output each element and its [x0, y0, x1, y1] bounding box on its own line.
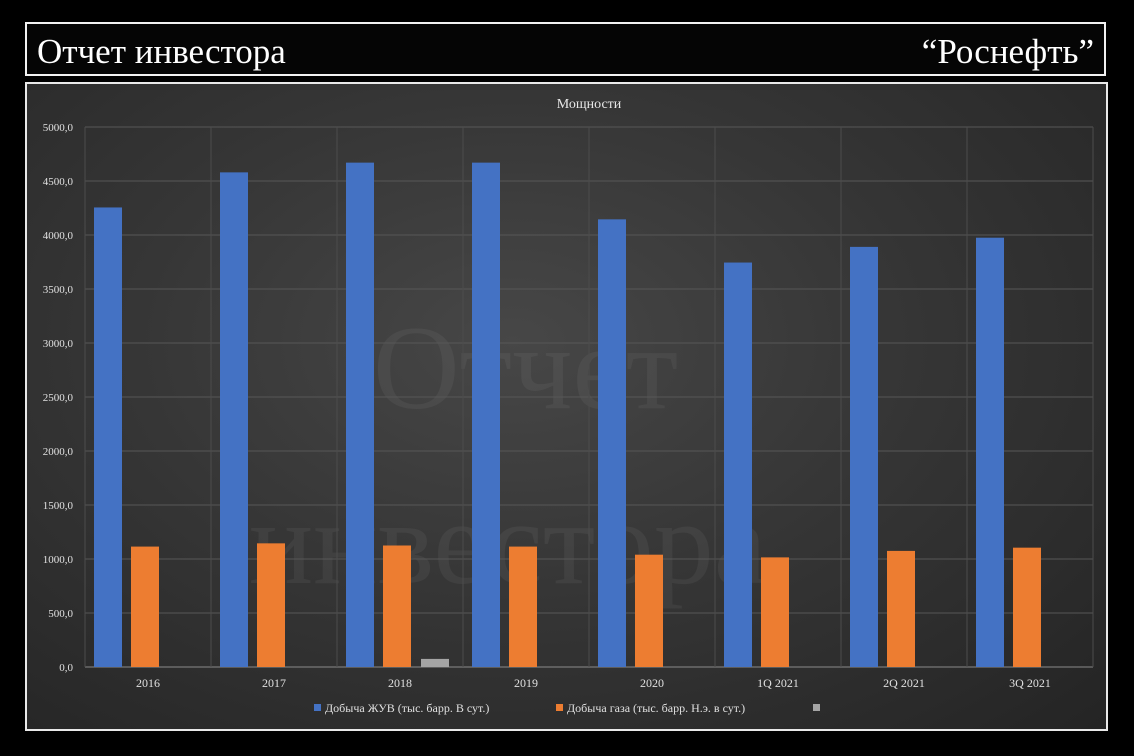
bar-series-1 — [850, 246, 878, 667]
legend-swatch-2 — [556, 704, 563, 711]
watermark-line-1: Отчет — [373, 301, 679, 434]
y-tick-label: 4500,0 — [43, 176, 74, 188]
bar-series-1 — [346, 162, 374, 667]
bar-series-2 — [131, 546, 159, 667]
legend-swatch-1 — [314, 704, 321, 711]
bar-series-1 — [472, 162, 500, 667]
bar-series-2 — [509, 546, 537, 667]
y-tick-label: 3500,0 — [43, 284, 74, 296]
bar-series-2 — [635, 554, 663, 667]
y-tick-label: 2000,0 — [43, 446, 74, 458]
legend-label-2: Добыча газа (тыс. барр. Н.э. в сут.) — [567, 701, 745, 715]
y-tick-label: 1500,0 — [43, 500, 74, 512]
bar-series-1 — [220, 172, 248, 668]
bar-series-2 — [887, 550, 915, 667]
x-tick-label: 2018 — [388, 676, 412, 690]
legend-label-1: Добыча ЖУВ (тыс. барр. В сут.) — [325, 701, 489, 715]
y-tick-label: 5000,0 — [43, 122, 74, 134]
y-tick-label: 500,0 — [48, 608, 73, 620]
bar-series-1 — [976, 237, 1004, 667]
y-tick-label: 0,0 — [59, 662, 73, 674]
x-tick-label: 1Q 2021 — [757, 676, 799, 690]
x-tick-label: 3Q 2021 — [1009, 676, 1051, 690]
page-header: Отчет инвестора “Роснефть” — [25, 22, 1106, 76]
y-tick-label: 2500,0 — [43, 392, 74, 404]
y-tick-label: 3000,0 — [43, 338, 74, 350]
bar-series-2 — [1013, 547, 1041, 667]
bar-series-1 — [598, 219, 626, 667]
company-name: “Роснефть” — [921, 32, 1094, 71]
legend-swatch-3 — [813, 704, 820, 711]
bar-series-2 — [257, 543, 285, 667]
bar-series-2 — [761, 557, 789, 667]
watermark-line-2: инвестора — [249, 476, 768, 609]
bar-series-2 — [383, 545, 411, 667]
chart-panel: Отчет инвестора Мощности 0,0 500,0 1000,0 15… — [25, 82, 1108, 731]
x-tick-label: 2017 — [262, 676, 286, 690]
x-tick-label: 2Q 2021 — [883, 676, 925, 690]
bar-series-1 — [724, 262, 752, 667]
bar-series-3 — [421, 658, 449, 667]
y-tick-label: 1000,0 — [43, 554, 74, 566]
bar-series-1 — [94, 207, 122, 667]
y-tick-label: 4000,0 — [43, 230, 74, 242]
capacity-bar-chart: Мощности 0,0 500,0 1000,0 1500,0 2000,0 2500,0… — [43, 97, 1094, 715]
x-tick-label: 2020 — [640, 676, 664, 690]
report-title: Отчет инвестора — [37, 32, 286, 71]
x-tick-label: 2016 — [136, 676, 160, 690]
x-tick-label: 2019 — [514, 676, 538, 690]
chart-title: Мощности — [557, 97, 622, 112]
